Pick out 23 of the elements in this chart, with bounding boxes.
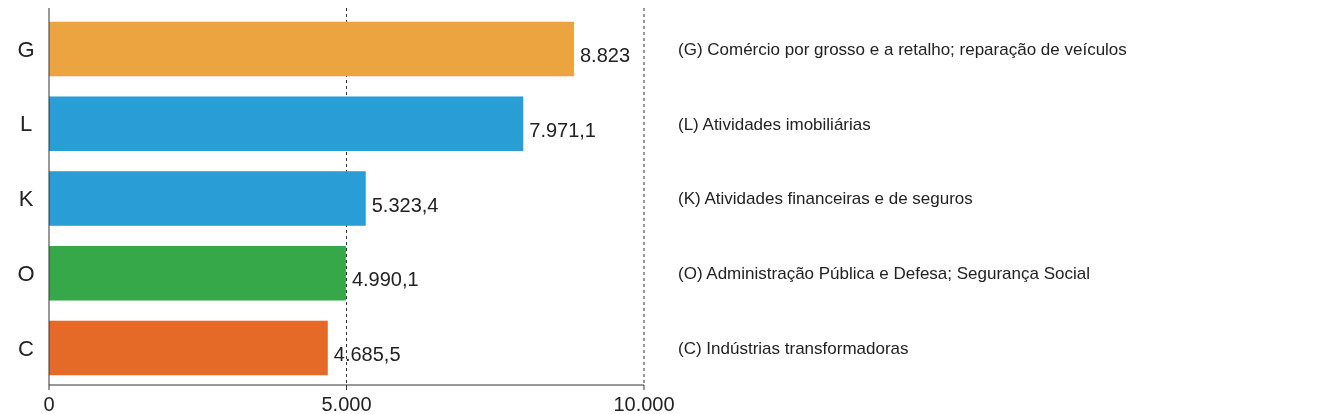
text: (L) Atividades imobiliárias	[678, 114, 871, 134]
bar	[49, 171, 366, 226]
y-tick-label: O	[17, 260, 35, 286]
text: (O) Administração Pública e Defesa; Segurança Social	[678, 264, 1090, 284]
text: (C) Indústrias transformadoras	[678, 338, 909, 358]
bar	[49, 96, 524, 152]
data-label: 8.823	[579, 44, 631, 66]
text: (K) Atividades financeiras e de seguros	[678, 189, 973, 209]
y-tick-label: C	[18, 335, 35, 361]
bar	[49, 320, 328, 376]
y-tick-label: G	[17, 36, 35, 62]
data-label: 4.990,1	[351, 268, 419, 291]
bar	[49, 21, 574, 77]
x-tick-label: 10.000	[613, 393, 675, 414]
bar	[49, 245, 346, 301]
data-label: 5.323,4	[371, 193, 439, 216]
x-tick-label: 0	[43, 393, 55, 414]
text: (G) Comércio por grosso e a retalho; reparação de veículos	[678, 39, 1127, 59]
data-label: 7.971,1	[529, 118, 597, 141]
x-tick-label: 5.000	[321, 393, 372, 414]
y-tick-label: K	[18, 186, 34, 212]
data-label: 4.685,5	[333, 343, 401, 365]
y-tick-label: L	[19, 111, 33, 137]
